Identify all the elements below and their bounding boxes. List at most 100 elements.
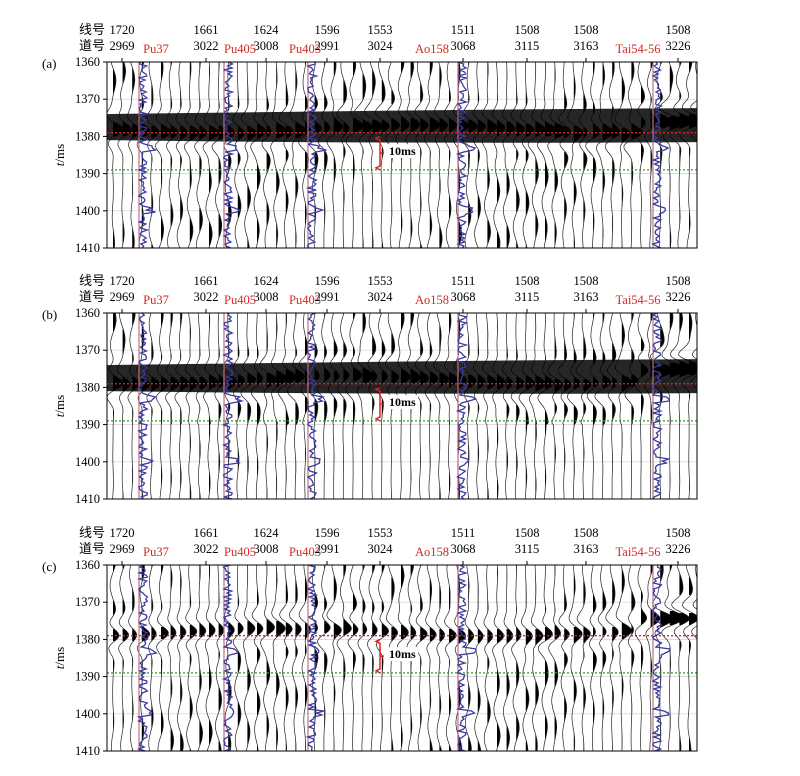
- trace-wiggle: [634, 313, 649, 499]
- trace-wiggle: [547, 62, 567, 248]
- trace-wiggle: [156, 565, 169, 751]
- trace-wiggle: [165, 313, 180, 499]
- trace-fill: [151, 84, 159, 248]
- trace-wiggle: [527, 62, 546, 248]
- well-label: Tai54-56: [616, 293, 661, 307]
- trace-wiggle: [575, 313, 592, 499]
- trace-fill: [477, 581, 484, 751]
- trace-fill: [295, 579, 302, 751]
- trace-wiggle: [107, 313, 124, 499]
- line-number: 1511: [451, 23, 476, 37]
- well-label: Pu37: [143, 293, 169, 307]
- trace-wiggle: [589, 565, 597, 751]
- trace-number: 3022: [194, 39, 219, 53]
- trace-fill: [439, 66, 448, 248]
- trace-wiggle: [345, 62, 364, 248]
- plot-frame: [106, 61, 698, 249]
- trace-wiggle: [336, 62, 350, 248]
- reflector-band: [107, 108, 697, 143]
- y-tick-label: 1370: [75, 595, 100, 609]
- y-tick-label: 1360: [75, 306, 100, 320]
- trace-fill: [477, 333, 486, 499]
- trace-number-label: 道号: [79, 541, 105, 556]
- line-number: 1508: [515, 23, 540, 37]
- line-number-label: 线号: [79, 22, 105, 37]
- trace-number: 3024: [368, 290, 394, 304]
- trace-fill: [199, 331, 208, 499]
- trace-number: 3115: [515, 290, 540, 304]
- trace-wiggle: [127, 62, 141, 248]
- trace-fill: [170, 567, 176, 751]
- trace-wiggle: [614, 313, 633, 499]
- trace-wiggle: [185, 313, 199, 499]
- trace-wiggle: [232, 62, 245, 248]
- trace-wiggle: [174, 313, 190, 499]
- well-log-curve: [221, 312, 245, 500]
- trace-fill: [525, 313, 535, 489]
- trace-fill: [621, 323, 633, 499]
- well-label: Pu37: [143, 545, 169, 559]
- trace-wiggle: [433, 313, 450, 499]
- trace-fill: [180, 313, 190, 489]
- trace-wiggle: [528, 313, 547, 499]
- trace-fill: [151, 565, 157, 729]
- trace-fill: [468, 577, 474, 751]
- trace-wiggle: [444, 62, 458, 248]
- line-number: 1596: [315, 526, 340, 540]
- trace-wiggle: [307, 62, 322, 248]
- trace-fill: [458, 62, 469, 246]
- trace-fill: [621, 76, 631, 248]
- trace-fill: [573, 573, 583, 751]
- trace-wiggle: [155, 313, 170, 499]
- trace-wiggle: [288, 565, 302, 751]
- trace-fill: [699, 80, 712, 248]
- trace-number: 3226: [666, 542, 691, 556]
- line-number: 1720: [110, 23, 135, 37]
- trace-fill: [333, 575, 342, 751]
- trace-wiggle: [414, 313, 429, 499]
- trace-wiggle: [317, 565, 331, 751]
- trace-wiggle: [374, 62, 390, 248]
- trace-wiggle: [567, 62, 584, 248]
- trace-wiggle: [414, 62, 429, 248]
- trace-fill: [314, 593, 318, 723]
- well-label: Ao158: [415, 42, 449, 56]
- trace-fill: [631, 313, 639, 481]
- trace-fill: [391, 333, 399, 499]
- trace-number: 3022: [194, 542, 219, 556]
- trace-wiggle: [443, 313, 459, 499]
- well-label: Ao158: [415, 293, 449, 307]
- trace-wiggle: [185, 565, 198, 751]
- y-tick-label: 1410: [75, 241, 100, 255]
- trace-fill: [180, 62, 188, 222]
- trace-fill: [593, 313, 599, 481]
- trace-wiggle: [155, 62, 172, 248]
- trace-fill: [199, 565, 206, 745]
- line-number: 1508: [666, 274, 691, 288]
- trace-wiggle: [242, 565, 256, 751]
- trace-wiggle: [424, 313, 439, 499]
- trace-fill: [353, 313, 362, 481]
- trace-wiggle: [148, 565, 157, 751]
- ten-ms-label-bg: [386, 144, 418, 159]
- trace-fill: [324, 313, 331, 477]
- trace-fill: [564, 591, 570, 751]
- trace-wiggle: [347, 565, 359, 751]
- trace-wiggle: [679, 62, 697, 248]
- trace-fill: [554, 565, 561, 741]
- trace-fill: [266, 62, 272, 226]
- trace-wiggle: [308, 313, 320, 499]
- y-axis-title: t/ms: [52, 647, 67, 669]
- trace-fill: [218, 62, 228, 238]
- trace-wiggle: [337, 313, 350, 499]
- trace-wiggle: [415, 565, 428, 751]
- trace-fill: [161, 565, 169, 735]
- trace-number: 3068: [451, 39, 476, 53]
- trace-fill: [314, 313, 320, 475]
- trace-fill: [295, 68, 306, 248]
- line-number: 1661: [194, 23, 219, 37]
- trace-wiggle: [518, 313, 535, 499]
- trace-fill: [257, 62, 266, 244]
- trace-fill: [305, 575, 311, 751]
